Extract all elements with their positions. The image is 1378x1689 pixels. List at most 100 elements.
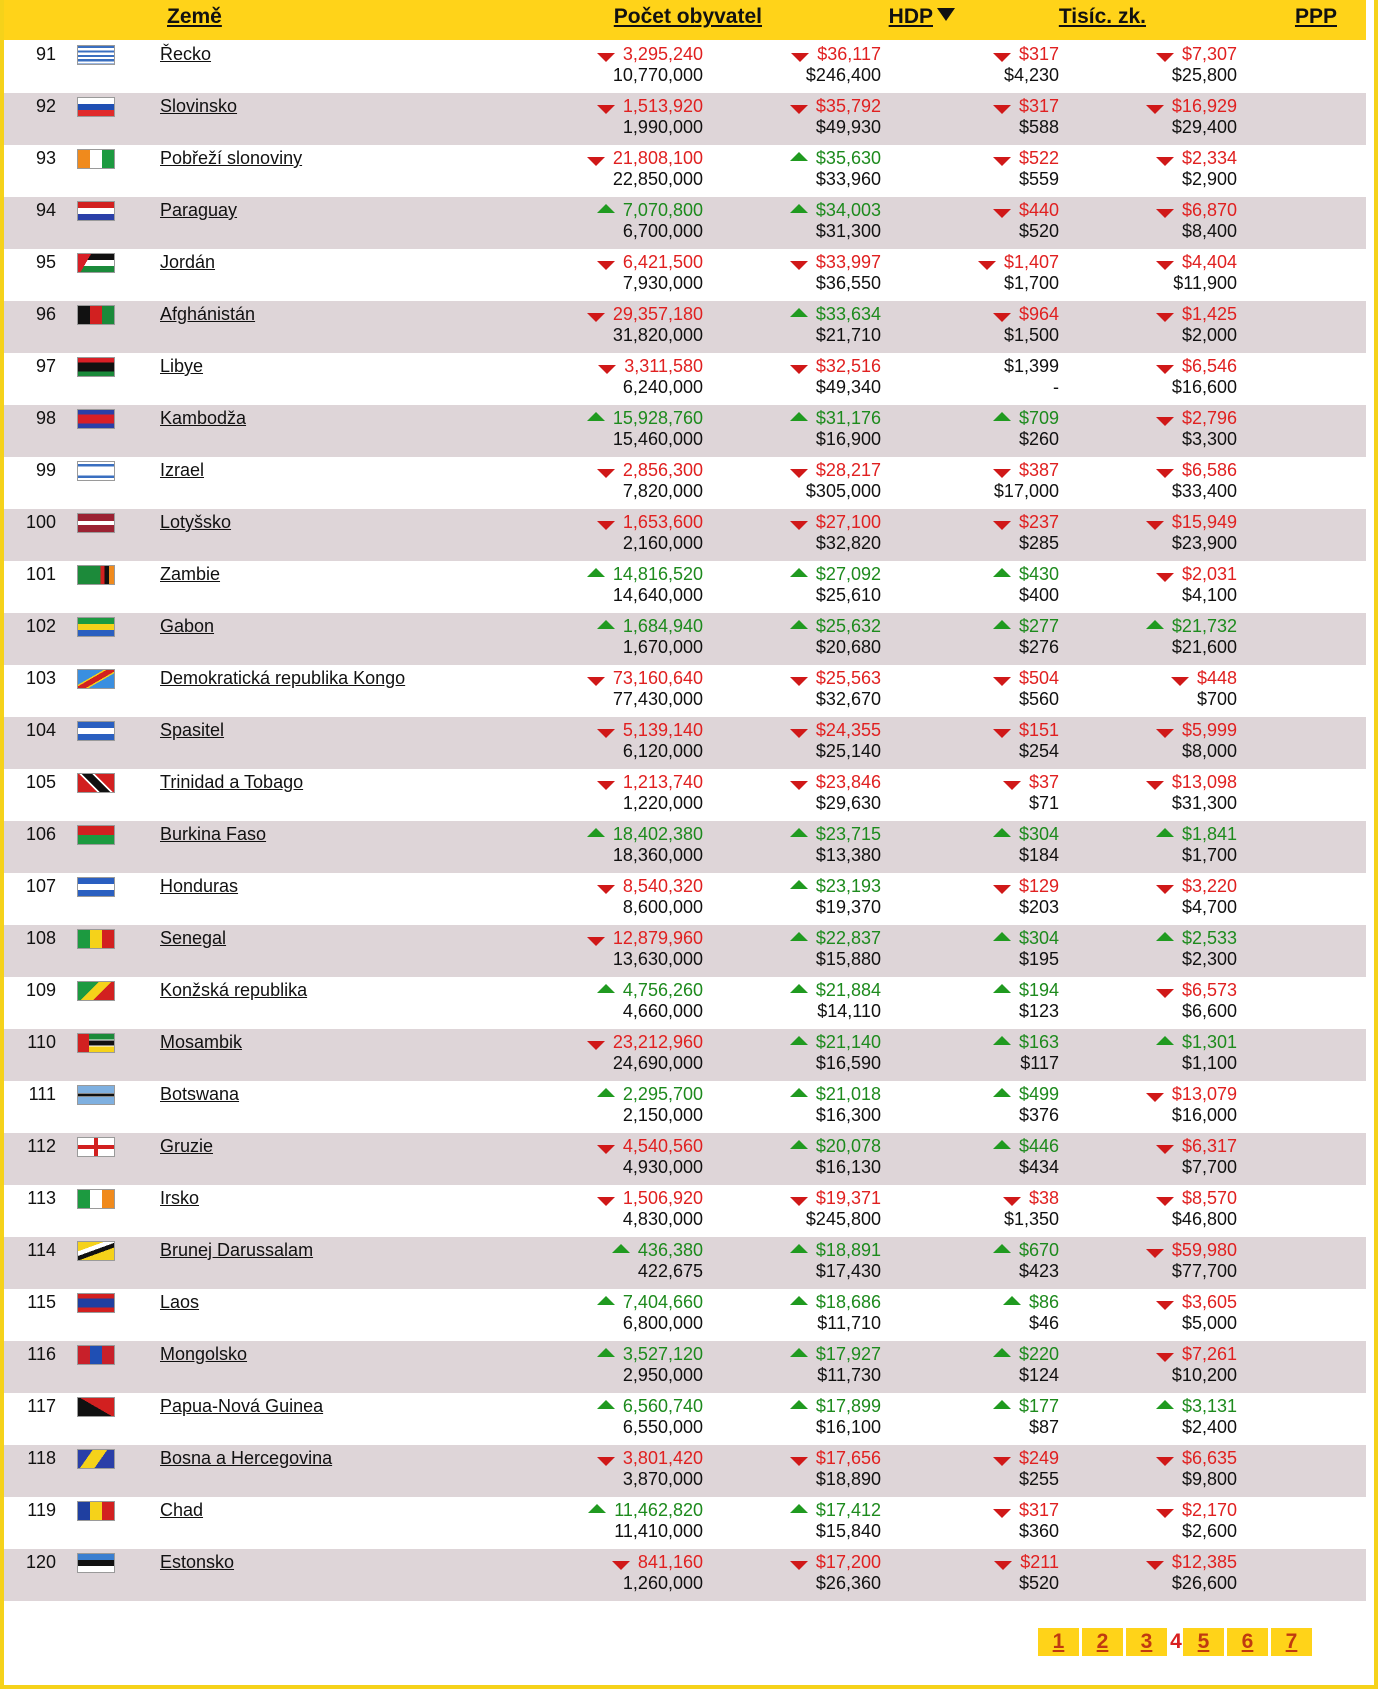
gdp-change: $21,884: [621, 980, 881, 1001]
gdp-change-value: $23,846: [815, 772, 881, 792]
page-button-5[interactable]: 5: [1183, 1628, 1224, 1656]
country-link[interactable]: Slovinsko: [160, 96, 238, 116]
gdp-change: $31,176: [621, 408, 881, 429]
pop-value: 6,800,000: [622, 1313, 703, 1333]
country-link[interactable]: Afghánistán: [160, 304, 256, 324]
pop-change: 23,212,960: [443, 1032, 703, 1053]
ppp-value: $33,400: [1171, 481, 1237, 501]
cambodia-flag-icon: [77, 409, 115, 429]
country-link[interactable]: Senegal: [160, 928, 227, 948]
country-link[interactable]: Papua-Nová Guinea: [160, 1396, 324, 1416]
ppp-change: $21,732: [977, 616, 1237, 637]
page-button-3[interactable]: 3: [1126, 1628, 1167, 1656]
tz-value: $123: [1018, 1001, 1059, 1021]
country-link[interactable]: Botswana: [160, 1084, 240, 1104]
arrow-down-icon: [598, 365, 617, 374]
ppp-change: $7,261: [977, 1344, 1237, 1365]
tz-change: $37: [799, 772, 1059, 793]
rank-number: 99: [35, 460, 56, 480]
country-link[interactable]: Honduras: [160, 876, 239, 896]
header-gdp-label[interactable]: HDP: [888, 5, 933, 28]
country-link[interactable]: Řecko: [160, 44, 212, 64]
tz-change: $163: [799, 1032, 1059, 1053]
country-link[interactable]: Trinidad a Tobago: [160, 772, 304, 792]
ppp-value: $31,300: [1171, 793, 1237, 813]
ppp-value: $8,400: [1181, 221, 1237, 241]
country-link[interactable]: Laos: [160, 1292, 200, 1312]
header-ppp[interactable]: PPP: [1294, 5, 1337, 28]
country-link[interactable]: Jordán: [160, 252, 216, 272]
arrow-down-icon: [789, 521, 808, 530]
rank-number: 117: [27, 1396, 56, 1416]
country-link[interactable]: Paraguay: [160, 200, 238, 220]
pop-change-value: 3,527,120: [622, 1344, 703, 1364]
ppp-change: $16,929: [977, 96, 1237, 117]
pop-change-value: 3,295,240: [622, 44, 703, 64]
gdp-value: $25,610: [815, 585, 881, 605]
slovenia-flag-icon: [77, 97, 115, 117]
header-country[interactable]: Země: [167, 5, 222, 28]
gdp-value: $16,100: [815, 1417, 881, 1437]
arrow-down-icon: [789, 1457, 808, 1466]
country-link[interactable]: Lotyšsko: [160, 512, 232, 532]
page-button-6[interactable]: 6: [1227, 1628, 1268, 1656]
arrow-down-icon: [596, 729, 615, 738]
el-salvador-flag-icon: [77, 721, 115, 741]
country-link[interactable]: Gabon: [160, 616, 215, 636]
ppp-change-value: $448: [1196, 668, 1237, 688]
gdp-change-value: $22,837: [815, 928, 881, 948]
arrow-down-icon: [1155, 417, 1174, 426]
pop-change-value: 18,402,380: [612, 824, 703, 844]
pop-change: 7,404,660: [443, 1292, 703, 1313]
header-thousands[interactable]: Tisíc. zk.: [1058, 5, 1146, 28]
ppp-change-value: $6,546: [1181, 356, 1237, 376]
country-link[interactable]: Libye: [160, 356, 204, 376]
tz-value: $560: [1018, 689, 1059, 709]
ppp-value: $2,000: [1181, 325, 1237, 345]
ppp-value: $23,900: [1171, 533, 1237, 553]
country-link[interactable]: Bosna a Hercegovina: [160, 1448, 333, 1468]
gdp-change: $21,018: [621, 1084, 881, 1105]
tz-change-value: $277: [1018, 616, 1059, 636]
header-gdp[interactable]: HDP: [889, 5, 955, 29]
country-link[interactable]: Konžská republika: [160, 980, 308, 1000]
country-link[interactable]: Burkina Faso: [160, 824, 267, 844]
country-link[interactable]: Brunej Darussalam: [160, 1240, 314, 1260]
tz-value: $71: [1028, 793, 1059, 813]
tz-change: $304: [799, 928, 1059, 949]
arrow-up-icon: [992, 932, 1011, 941]
header-population[interactable]: Počet obyvatel: [613, 5, 762, 28]
page-button-1[interactable]: 1: [1038, 1628, 1079, 1656]
page-button-2[interactable]: 2: [1082, 1628, 1123, 1656]
country-link[interactable]: Irsko: [160, 1188, 200, 1208]
country-link[interactable]: Gruzie: [160, 1136, 214, 1156]
country-link[interactable]: Mongolsko: [160, 1344, 248, 1364]
ppp-value: $46,800: [1171, 1209, 1237, 1229]
pop-change: 1,684,940: [443, 616, 703, 637]
pop-value: 1,260,000: [622, 1573, 703, 1593]
arrow-down-icon: [596, 1197, 615, 1206]
country-link[interactable]: Pobřeží slonoviny: [160, 148, 303, 168]
gdp-value: $18,890: [815, 1469, 881, 1489]
ppp-change-value: $8,570: [1181, 1188, 1237, 1208]
tz-change-value: $446: [1018, 1136, 1059, 1156]
page-button-7[interactable]: 7: [1271, 1628, 1312, 1656]
gdp-change: $18,891: [621, 1240, 881, 1261]
country-link[interactable]: Chad: [160, 1500, 204, 1520]
country-link[interactable]: Kambodža: [160, 408, 247, 428]
rank-number: 103: [25, 668, 56, 688]
gdp-change-value: $20,078: [815, 1136, 881, 1156]
country-link[interactable]: Mosambik: [160, 1032, 243, 1052]
arrow-down-icon: [1155, 729, 1174, 738]
country-link[interactable]: Demokratická republika Kongo: [160, 668, 406, 688]
country-link[interactable]: Zambie: [160, 564, 221, 584]
table-row: 100 Lotyšsko 1,653,600 2,160,000 $27,100 $32,…: [4, 509, 1366, 561]
country-link[interactable]: Spasitel: [160, 720, 225, 740]
country-link[interactable]: Izrael: [160, 460, 205, 480]
gdp-change: $33,634: [621, 304, 881, 325]
pop-change: 1,506,920: [443, 1188, 703, 1209]
pop-change-value: 12,879,960: [612, 928, 703, 948]
table-row: 107 Honduras 8,540,320 8,600,000 $23,193 $19,…: [4, 873, 1366, 925]
table-row: 109 Konžská republika 4,756,260 4,660,000 $2…: [4, 977, 1366, 1029]
country-link[interactable]: Estonsko: [160, 1552, 235, 1572]
